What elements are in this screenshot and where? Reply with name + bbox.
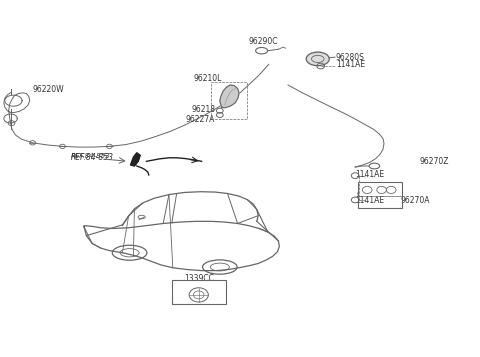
Text: REF.84-853: REF.84-853 <box>71 152 114 162</box>
Text: 96227A: 96227A <box>186 115 215 124</box>
Text: 96220W: 96220W <box>33 85 64 95</box>
Text: 96270A: 96270A <box>401 196 430 205</box>
Text: 96210L: 96210L <box>193 74 222 83</box>
Text: 96290C: 96290C <box>248 37 278 46</box>
Text: 1141AE: 1141AE <box>336 60 365 70</box>
Text: 96280S: 96280S <box>336 52 365 62</box>
Polygon shape <box>131 153 140 166</box>
Bar <box>358 182 402 208</box>
Text: 1141AE: 1141AE <box>355 196 384 205</box>
Bar <box>172 280 226 304</box>
Text: 96270Z: 96270Z <box>420 157 449 166</box>
Text: REF.84-853: REF.84-853 <box>71 154 111 159</box>
Text: 1141AE: 1141AE <box>355 170 384 180</box>
Text: 96218: 96218 <box>191 105 215 115</box>
Text: 1339CC: 1339CC <box>184 274 214 283</box>
Ellipse shape <box>306 52 329 66</box>
Polygon shape <box>220 85 239 108</box>
Bar <box>211 82 247 119</box>
